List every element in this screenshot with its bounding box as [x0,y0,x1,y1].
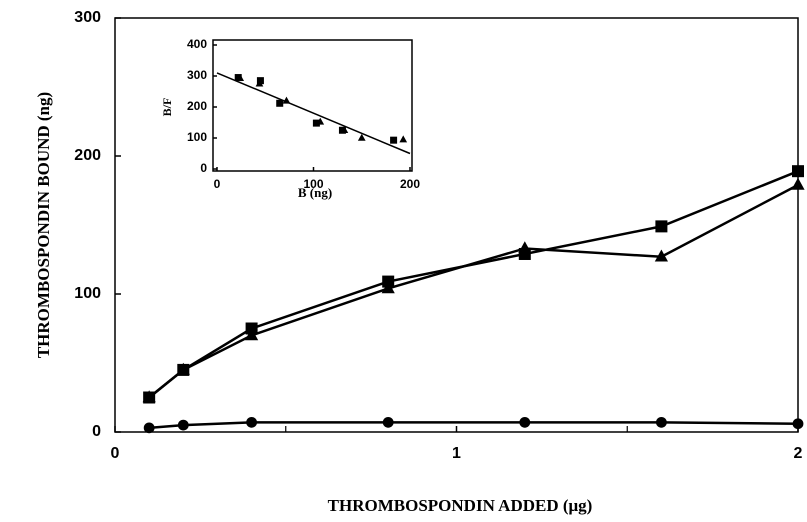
triangle-marker [236,73,245,81]
x-tick-label: 0 [111,445,120,462]
triangle-marker [357,133,366,141]
triangle-marker [399,135,408,143]
triangle-marker [381,281,395,294]
y-tick-label: 300 [187,68,207,82]
y-tick-label: 400 [187,37,207,51]
triangle-marker [340,126,349,134]
square-marker [655,220,668,233]
circle-marker [382,416,394,428]
plot-frame [212,39,413,172]
square-marker [256,77,264,85]
circle-marker [177,419,189,431]
x-tick-label: 1 [452,445,461,462]
square-marker [518,247,531,260]
x-tick-label: 2 [794,445,803,462]
triangle-marker [654,249,668,262]
series-line [216,72,411,155]
square-marker [792,165,804,178]
square-marker [276,99,284,107]
y-axis-label: THROMBOSPONDIN BOUND (ng) [34,92,53,358]
circle-marker [656,416,667,428]
square-marker [390,136,398,144]
y-tick-label: 200 [74,147,101,164]
triangle-marker [518,241,532,254]
circle-marker [792,418,804,430]
y-tick-label: 0 [92,423,101,440]
y-tick-label: 200 [187,99,207,113]
triangle-marker [316,117,325,125]
x-tick-label: 100 [303,177,323,191]
series-line [148,170,799,399]
x-axis-label: B (ng) [298,185,332,200]
series-line [148,183,799,399]
circle-marker [246,416,257,428]
triangle-marker [245,328,259,341]
y-tick-label: 100 [74,285,101,302]
x-axis-label: THROMBOSPONDIN ADDED (μg) [328,496,593,515]
triangle-marker [255,79,264,87]
square-marker [312,119,320,127]
circle-marker [519,416,531,428]
y-axis-label: B/F [160,98,174,117]
triangle-marker [176,362,190,375]
triangle-marker [791,177,805,190]
x-tick-label: 0 [214,177,221,191]
y-tick-label: 300 [74,9,101,26]
circle-marker [143,422,155,434]
x-tick-label: 200 [400,177,420,191]
plot-frame [114,17,799,433]
triangle-marker [142,390,156,403]
y-tick-label: 0 [200,161,207,175]
y-tick-label: 100 [187,130,207,144]
